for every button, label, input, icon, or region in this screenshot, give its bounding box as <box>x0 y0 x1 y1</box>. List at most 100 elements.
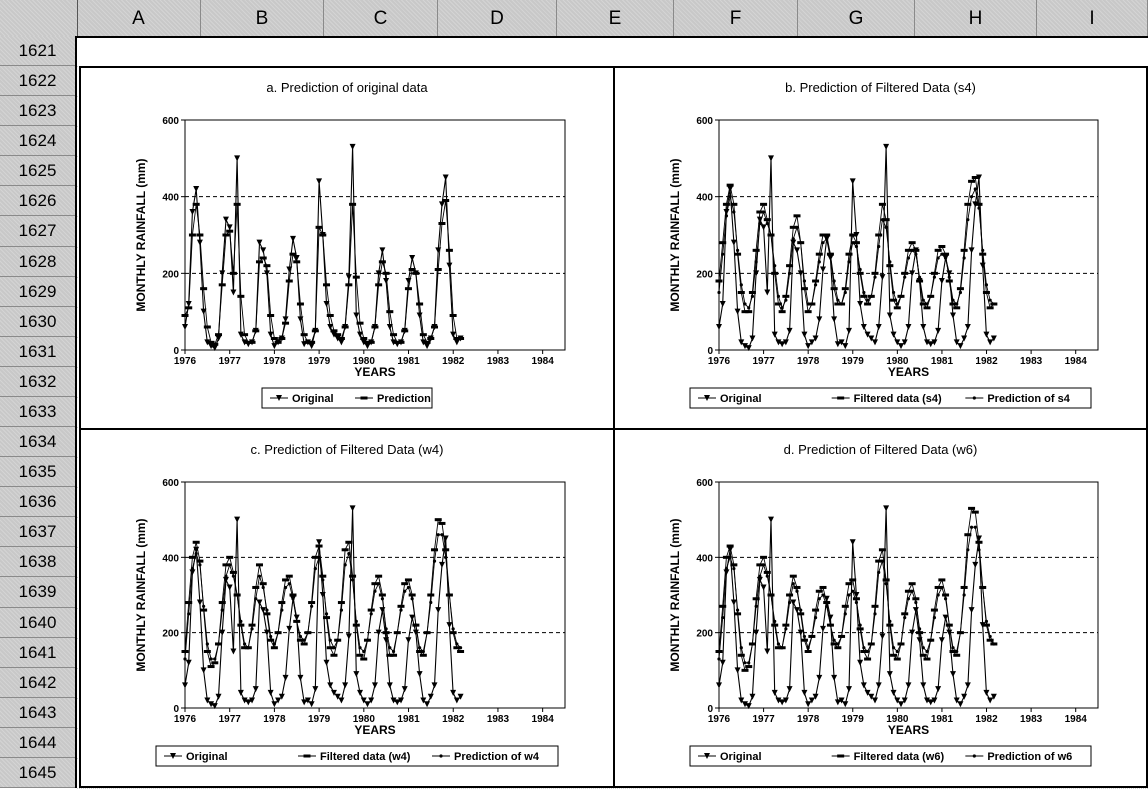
data-point <box>851 589 855 593</box>
sheet-grid[interactable]: a. Prediction of original data 0 200 400 600… <box>77 36 1148 789</box>
data-point <box>371 325 379 329</box>
chart-panel-d[interactable]: d. Prediction of Filtered Data (w6) 0 200 4… <box>613 428 1148 788</box>
select-all-corner[interactable] <box>0 0 78 36</box>
data-point <box>735 608 740 612</box>
data-point <box>427 693 434 700</box>
row-header-1626[interactable]: 1626 <box>0 186 75 217</box>
data-point <box>765 574 769 578</box>
data-point <box>416 671 423 678</box>
data-point <box>341 325 349 329</box>
data-point <box>455 642 459 646</box>
row-header-1643[interactable]: 1643 <box>0 698 75 728</box>
column-header-b[interactable]: B <box>201 0 324 36</box>
data-point <box>868 335 875 342</box>
column-header-i[interactable]: I <box>1037 0 1148 36</box>
row-header-1635[interactable]: 1635 <box>0 457 75 488</box>
data-point <box>302 638 306 642</box>
data-point <box>877 570 881 574</box>
row-header-1623[interactable]: 1623 <box>0 96 75 127</box>
data-point <box>252 329 260 333</box>
row-header-1645[interactable]: 1645 <box>0 758 75 788</box>
data-point <box>988 298 992 302</box>
data-point <box>971 510 979 514</box>
data-point <box>969 525 974 529</box>
chart-panel-a[interactable]: a. Prediction of original data 0 200 400 600… <box>79 66 615 430</box>
data-point <box>442 199 450 202</box>
row-header-1630[interactable]: 1630 <box>0 307 75 337</box>
data-point <box>715 279 723 283</box>
row-header-1629[interactable]: 1629 <box>0 277 75 307</box>
row-header-1628[interactable]: 1628 <box>0 247 75 277</box>
row-header-1633[interactable]: 1633 <box>0 397 75 428</box>
data-point <box>787 600 792 605</box>
row-header-1621[interactable]: 1621 <box>0 36 75 67</box>
data-point <box>964 202 972 206</box>
data-point <box>408 268 416 271</box>
data-point <box>269 634 273 639</box>
row-header-1640[interactable]: 1640 <box>0 608 75 638</box>
column-header-g[interactable]: G <box>798 0 915 36</box>
row-header-1632[interactable]: 1632 <box>0 367 75 397</box>
data-point <box>871 604 879 608</box>
data-point <box>397 697 404 704</box>
data-point <box>342 682 349 689</box>
data-point <box>791 582 795 586</box>
data-point <box>890 298 898 302</box>
x-tick-label: 1984 <box>1065 356 1088 367</box>
row-header-1639[interactable]: 1639 <box>0 577 75 608</box>
row-header-1636[interactable]: 1636 <box>0 487 75 518</box>
data-point <box>365 638 370 642</box>
data-point <box>756 563 764 567</box>
x-tick-label: 1976 <box>708 356 731 367</box>
row-header-1637[interactable]: 1637 <box>0 517 75 548</box>
y-tick-label: 600 <box>162 116 179 127</box>
data-point <box>786 327 793 334</box>
data-point <box>758 574 762 578</box>
data-point <box>409 255 416 261</box>
row-header-1631[interactable]: 1631 <box>0 337 75 367</box>
data-point <box>282 321 290 325</box>
data-point <box>185 601 193 605</box>
data-point <box>220 608 224 612</box>
data-point <box>975 535 982 542</box>
data-point <box>196 599 203 606</box>
column-header-e[interactable]: E <box>557 0 674 36</box>
data-point <box>935 327 942 334</box>
data-point <box>831 674 838 681</box>
data-point <box>858 267 862 272</box>
data-point <box>921 646 925 650</box>
row-header-1642[interactable]: 1642 <box>0 668 75 698</box>
row-header-1634[interactable]: 1634 <box>0 427 75 458</box>
row-header-1638[interactable]: 1638 <box>0 547 75 578</box>
data-point <box>431 548 439 552</box>
column-header-d[interactable]: D <box>438 0 557 36</box>
data-point <box>732 567 736 571</box>
column-header-h[interactable]: H <box>915 0 1037 36</box>
column-header-f[interactable]: F <box>674 0 798 36</box>
row-header-1625[interactable]: 1625 <box>0 156 75 187</box>
column-header-c[interactable]: C <box>324 0 438 36</box>
column-header-a[interactable]: A <box>77 0 201 36</box>
chart-panel-b[interactable]: b. Prediction of Filtered Data (s4) 0 200 4… <box>613 66 1148 430</box>
data-point <box>779 699 786 706</box>
data-point <box>799 241 803 245</box>
x-tick-label: 1977 <box>219 714 242 725</box>
row-header-1641[interactable]: 1641 <box>0 638 75 668</box>
row-header-1644[interactable]: 1644 <box>0 728 75 758</box>
data-point <box>869 294 873 298</box>
legend-label: Prediction of w6 <box>987 751 1072 763</box>
data-point <box>401 686 408 693</box>
data-point <box>447 593 452 597</box>
row-header-1627[interactable]: 1627 <box>0 216 75 247</box>
row-header-1624[interactable]: 1624 <box>0 126 75 157</box>
data-point <box>949 312 956 319</box>
data-point <box>981 585 985 590</box>
data-point <box>761 210 766 214</box>
chart-panel-c[interactable]: c. Prediction of Filtered Data (w4) 0 200 4… <box>79 428 615 788</box>
data-point <box>971 176 979 179</box>
x-axis-label: YEARS <box>354 723 395 737</box>
data-point <box>293 614 300 621</box>
row-header-1622[interactable]: 1622 <box>0 66 75 97</box>
data-point <box>838 697 845 704</box>
data-point <box>278 693 285 700</box>
